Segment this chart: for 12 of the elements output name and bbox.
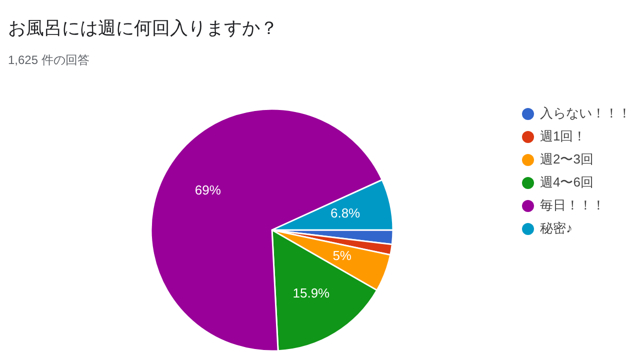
data-label: 15.9% — [292, 285, 330, 300]
legend-label: 入らない！！！ — [540, 105, 631, 120]
legend-label: 秘密♪ — [540, 220, 572, 236]
legend-label: 毎日！！！ — [540, 197, 605, 212]
data-label: 69% — [194, 182, 222, 198]
data-label: 5% — [332, 248, 352, 264]
legend-label: 週2〜3回 — [540, 151, 594, 166]
data-label: 6.8% — [330, 206, 361, 221]
legend-label: 週1回！ — [540, 128, 586, 144]
text: 1,625 件の回答 — [8, 53, 90, 67]
legend-label: 週4〜6回 — [540, 174, 594, 190]
chart-title: お風呂には週に何回入りますか？ — [8, 18, 278, 38]
